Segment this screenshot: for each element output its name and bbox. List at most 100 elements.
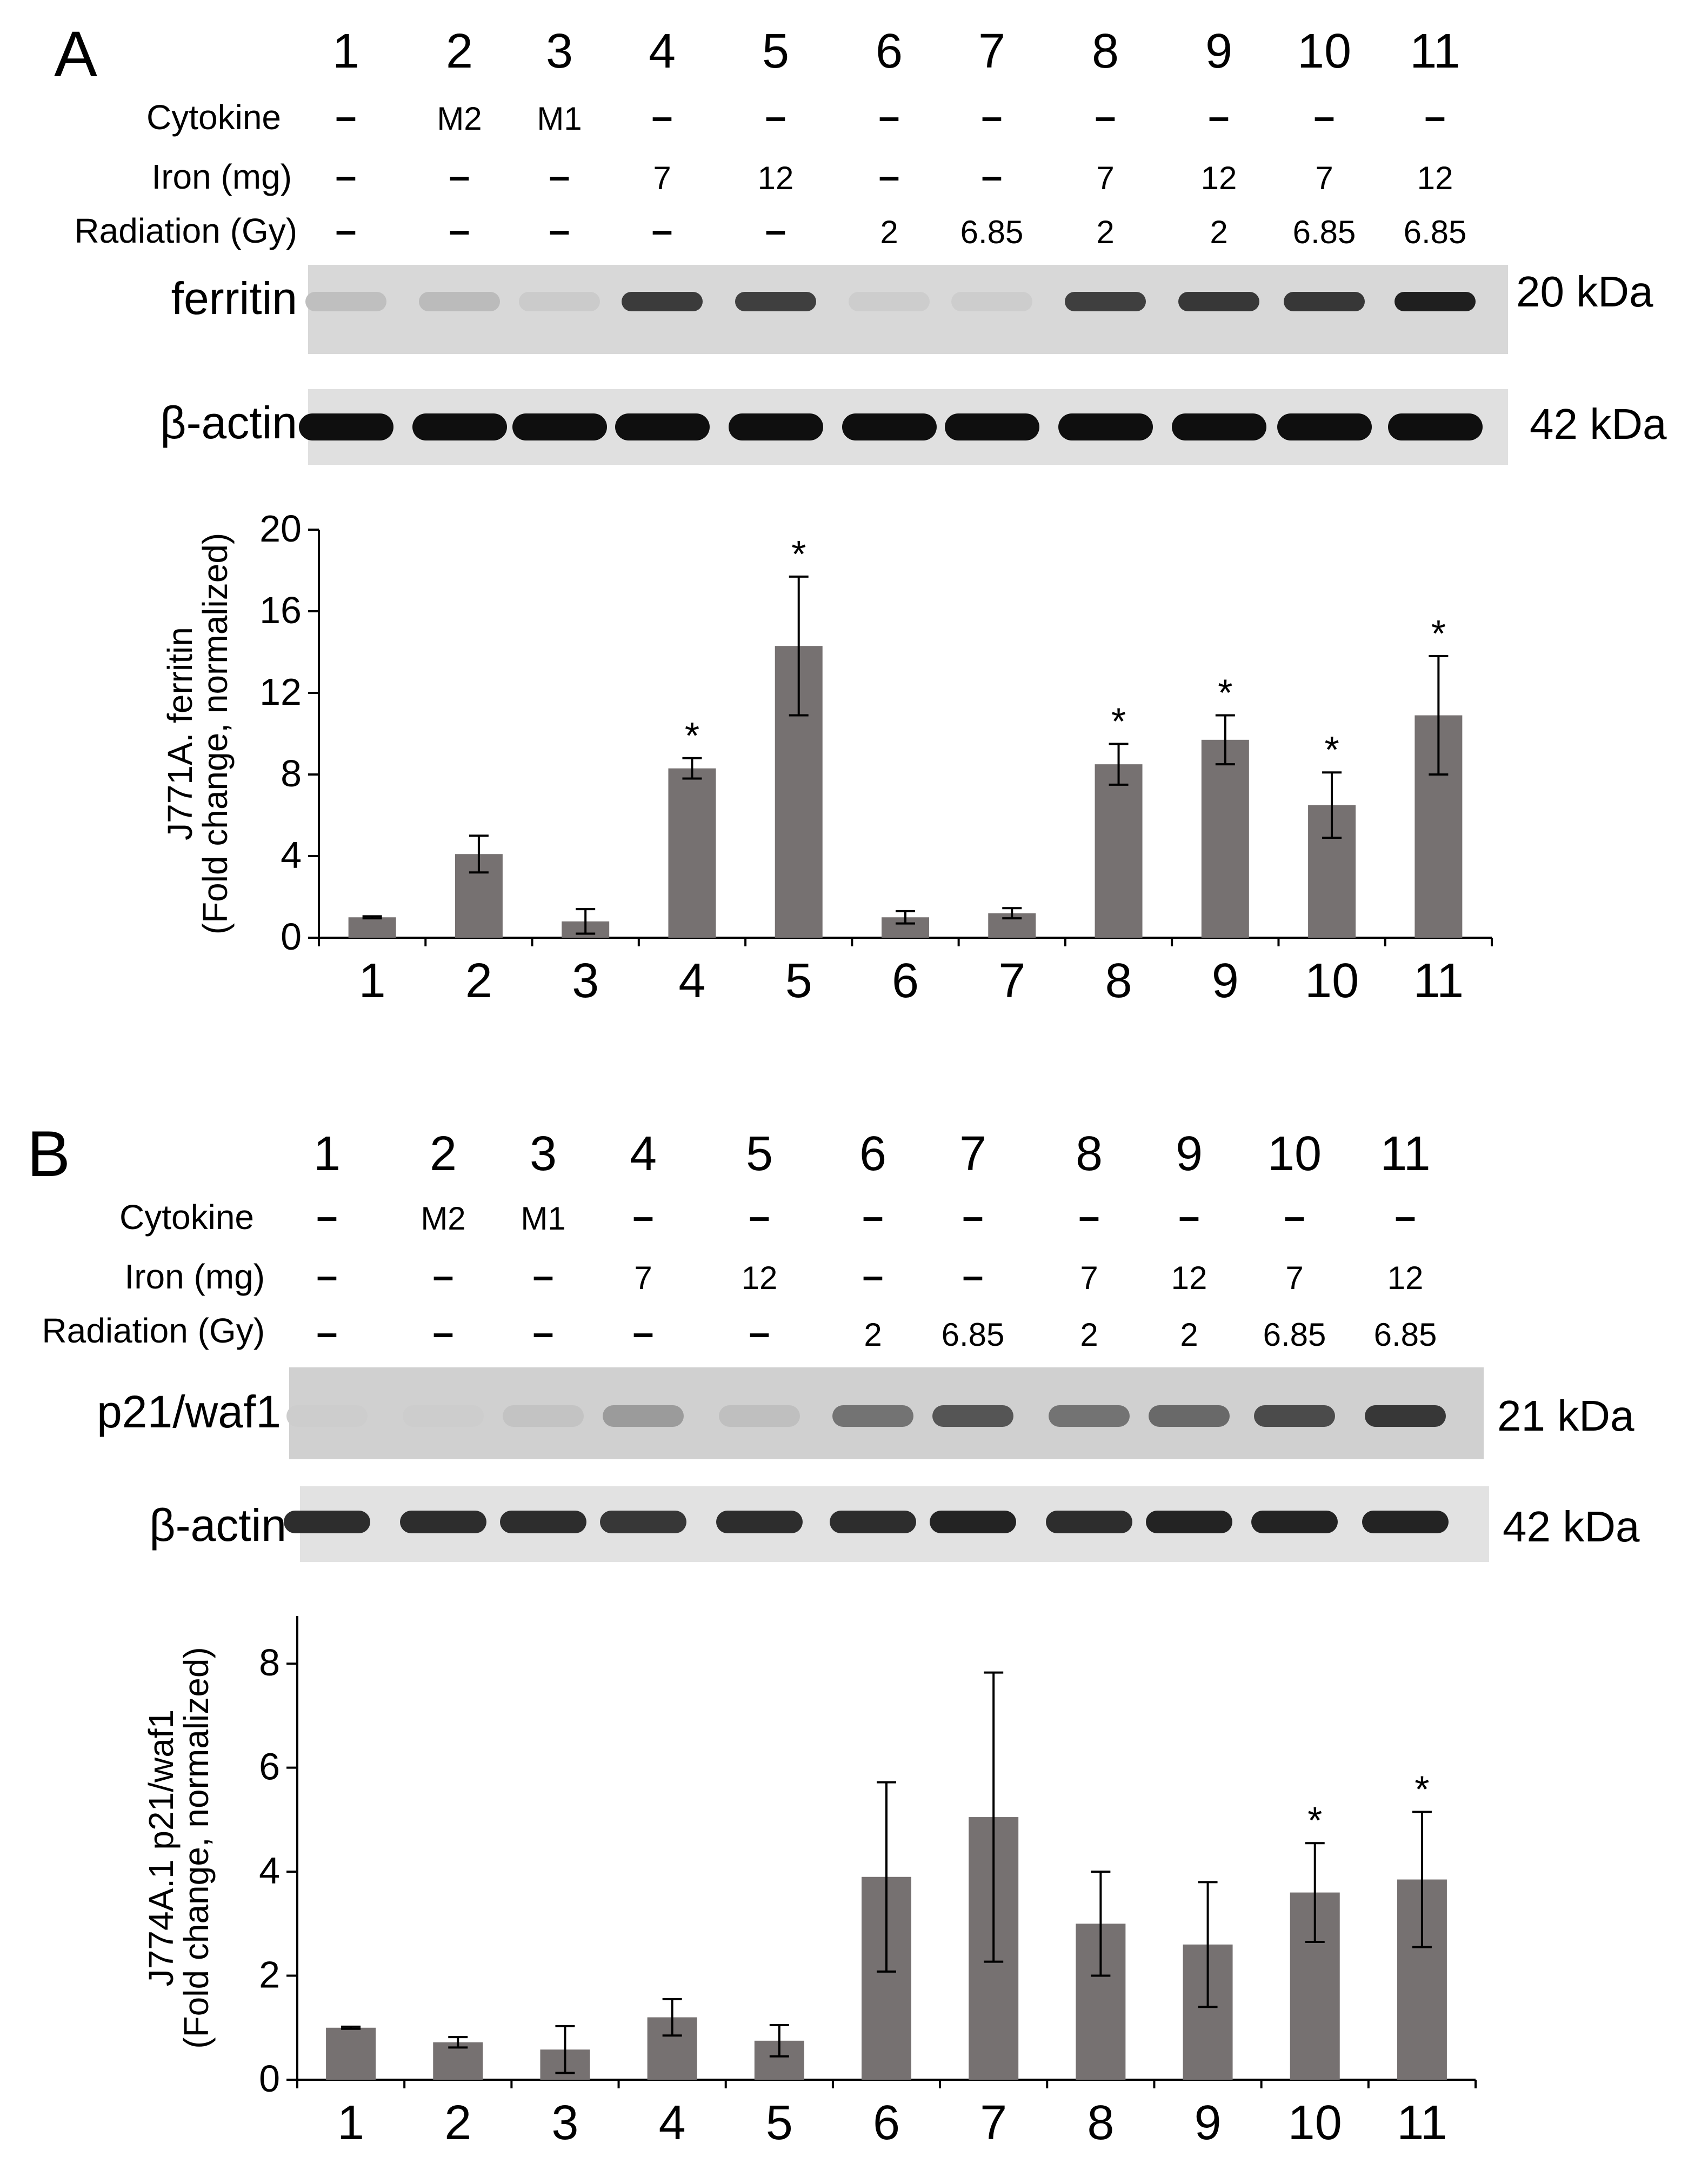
condition-value: –	[981, 95, 1003, 137]
lane-number: 6	[875, 24, 903, 78]
condition-value: –	[1313, 95, 1335, 137]
kda-label: 42 kDa	[1503, 1502, 1640, 1551]
y-axis-label: J774A.1 p21/waf1	[142, 1709, 181, 1986]
y-tick-label: 2	[259, 1954, 280, 1996]
chart-b: 0 2 4 6 8 1 2 3 4 5 6 7 8 9 * 10 * 11 J774A.1 p21/waf1(Fol…	[142, 1616, 1477, 2150]
blot-band	[728, 413, 823, 440]
lane-number: 3	[529, 1127, 557, 1181]
condition-value: 2	[864, 1317, 882, 1353]
lane-number: 5	[762, 24, 790, 78]
blot-band	[932, 1405, 1013, 1427]
lane-number: 3	[545, 24, 573, 78]
y-tick-label: 12	[259, 671, 302, 713]
significance-mark: *	[1324, 729, 1339, 771]
condition-value: –	[335, 95, 357, 137]
y-axis-label: (Fold change, normalized)	[177, 1647, 216, 2048]
blot-band	[1277, 413, 1372, 440]
condition-value: –	[1208, 95, 1230, 137]
condition-value: 7	[653, 160, 671, 196]
condition-value: M1	[521, 1200, 566, 1237]
bar	[1201, 739, 1249, 938]
blot-band	[403, 1405, 484, 1427]
kda-label: 20 kDa	[1516, 268, 1653, 316]
lane-number: 5	[745, 1127, 773, 1181]
x-tick-label: 7	[980, 2096, 1007, 2150]
condition-value: –	[651, 95, 673, 137]
condition-value: –	[335, 209, 357, 251]
blot-band	[412, 413, 507, 440]
blot-band	[298, 413, 393, 440]
x-tick-label: 6	[873, 2096, 900, 2150]
blot-band	[1178, 292, 1259, 311]
x-tick-label: 3	[551, 2096, 578, 2150]
lane-number: 11	[1380, 1127, 1431, 1181]
condition-value: –	[651, 209, 673, 251]
blot-band	[1171, 413, 1266, 440]
y-tick-label: 6	[259, 1746, 280, 1788]
blot-label-ferritin: ferritin	[171, 273, 297, 324]
lane-number: 6	[859, 1127, 887, 1181]
blot-band	[1065, 292, 1146, 311]
condition-value: –	[432, 1311, 454, 1353]
blot-band	[286, 1405, 368, 1427]
condition-value: 2	[1210, 214, 1228, 250]
lane-number: 7	[959, 1127, 987, 1181]
condition-value: 12	[741, 1260, 778, 1296]
condition-value: –	[765, 95, 786, 137]
significance-mark: *	[791, 533, 806, 575]
condition-value: 12	[1200, 160, 1237, 196]
blot-band	[1362, 1511, 1449, 1533]
lane-number: 9	[1175, 1127, 1203, 1181]
condition-value: 7	[1080, 1260, 1098, 1296]
blot-band	[951, 292, 1032, 311]
condition-label-cytokine: Cytokine	[146, 98, 281, 137]
x-tick-label: 5	[785, 954, 812, 1008]
condition-value: 6.85	[1292, 214, 1356, 250]
significance-mark: *	[1431, 612, 1446, 655]
condition-value: 2	[1080, 1317, 1098, 1353]
panel-a: A 1 2 3 4 5 6 7 8 9 10 11 Cytokine Iron …	[0, 0, 1708, 1059]
x-tick-label: 2	[444, 2096, 471, 2150]
blot-band	[1365, 1405, 1446, 1427]
condition-value: 12	[1171, 1260, 1207, 1296]
x-tick-label: 8	[1087, 2096, 1114, 2150]
blot-band	[716, 1511, 803, 1533]
x-tick-label: 11	[1413, 954, 1464, 1008]
panel-letter: A	[54, 18, 98, 90]
condition-value: M1	[537, 101, 582, 137]
blot-band	[1284, 292, 1365, 311]
blot-band	[1254, 1405, 1335, 1427]
blot-band	[1387, 413, 1483, 440]
condition-value: –	[316, 1311, 338, 1353]
blot-band	[400, 1511, 486, 1533]
lane-number: 4	[648, 24, 676, 78]
condition-value: –	[632, 1195, 654, 1237]
significance-mark: *	[1415, 1768, 1429, 1810]
bar	[326, 2027, 376, 2080]
blot-band	[284, 1511, 370, 1533]
x-tick-label: 9	[1212, 954, 1239, 1008]
blot-band	[930, 1511, 1016, 1533]
condition-value: 12	[757, 160, 794, 196]
panel-letter: B	[27, 1118, 71, 1190]
blot-band	[622, 292, 703, 311]
y-tick-label: 16	[259, 589, 302, 631]
blot-band	[1149, 1405, 1230, 1427]
blot-label-actin: β-actin	[160, 397, 297, 448]
condition-value: 6.85	[1403, 214, 1467, 250]
condition-value: –	[878, 95, 900, 137]
blot-band	[842, 413, 937, 440]
x-tick-label: 1	[359, 954, 386, 1008]
lane-number: 1	[332, 24, 360, 78]
condition-label-iron: Iron (mg)	[151, 157, 292, 196]
condition-value: –	[1395, 1195, 1416, 1237]
y-tick-label: 4	[259, 1849, 280, 1892]
blot-band	[615, 413, 710, 440]
blot-band	[603, 1405, 684, 1427]
x-tick-label: 10	[1305, 954, 1359, 1008]
condition-value: –	[981, 155, 1003, 197]
condition-value: –	[862, 1254, 884, 1297]
blot-band	[735, 292, 816, 311]
lane-number: 8	[1075, 1127, 1103, 1181]
significance-mark: *	[1307, 1799, 1322, 1841]
